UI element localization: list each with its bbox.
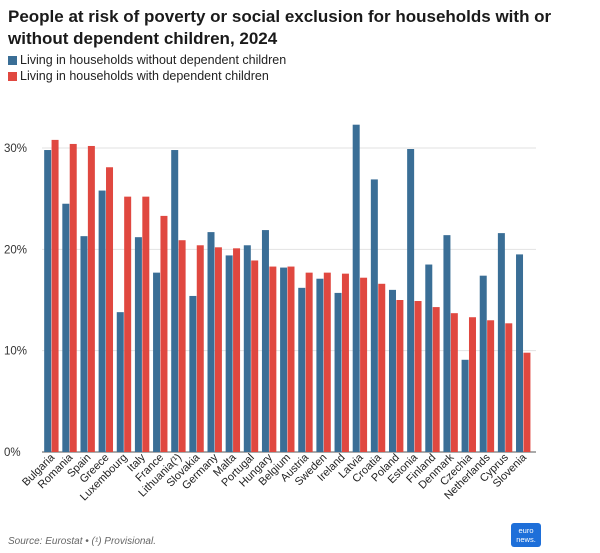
bar-with-children	[487, 320, 495, 452]
bar-without-children	[298, 287, 306, 452]
bar-with-children	[124, 196, 132, 452]
bar-without-children	[261, 230, 269, 452]
bar-without-children	[461, 359, 469, 452]
bar-with-children	[69, 143, 77, 453]
legend-label-with-children: Living in households with dependent chil…	[20, 69, 269, 83]
bar-with-children	[233, 248, 241, 452]
source-note: Source: Eurostat • (¹) Provisional.	[8, 536, 156, 547]
bar-with-children	[505, 323, 513, 452]
bar-with-children	[106, 167, 114, 452]
bar-without-children	[334, 292, 342, 452]
y-tick-label: 10%	[4, 346, 27, 358]
legend-item-without-children: Living in households without dependent c…	[8, 52, 286, 68]
bar-with-children	[450, 313, 458, 452]
bar-with-children	[305, 272, 313, 452]
euronews-logo: euro news.	[511, 523, 541, 547]
bar-with-children	[396, 300, 404, 452]
chart-legend: Living in households without dependent c…	[8, 52, 286, 84]
y-tick-label: 0%	[4, 447, 21, 459]
bar-without-children	[407, 149, 415, 452]
bar-without-children	[134, 237, 142, 452]
legend-swatch-with-children	[8, 71, 17, 81]
bar-with-children	[341, 273, 349, 452]
logo-line-1: euro	[518, 526, 534, 535]
bar-with-children	[360, 277, 368, 452]
bar-with-children	[414, 301, 422, 452]
y-tick-label: 30%	[4, 143, 27, 155]
bar-without-children	[171, 150, 179, 452]
bar-without-children	[370, 179, 378, 452]
bar-with-children	[432, 307, 440, 452]
bar-without-children	[516, 254, 524, 452]
bar-with-children	[178, 240, 186, 452]
bar-without-children	[225, 255, 233, 452]
bar-with-children	[142, 196, 150, 452]
bar-without-children	[243, 245, 251, 452]
bar-with-children	[378, 283, 386, 452]
bar-with-children	[160, 215, 168, 452]
bar-with-children	[523, 352, 531, 452]
bar-without-children	[44, 150, 52, 452]
bar-with-children	[468, 317, 476, 452]
legend-item-with-children: Living in households with dependent chil…	[8, 68, 286, 84]
bar-without-children	[425, 264, 433, 452]
bar-with-children	[323, 272, 331, 452]
bar-without-children	[352, 124, 360, 453]
bar-without-children	[98, 190, 106, 452]
bar-without-children	[280, 267, 288, 452]
bar-without-children	[189, 295, 197, 452]
y-tick-label: 20%	[4, 244, 27, 256]
bar-without-children	[153, 272, 161, 452]
bar-without-children	[80, 236, 88, 452]
bar-with-children	[196, 245, 204, 452]
logo-line-2: news.	[516, 535, 536, 544]
bar-without-children	[497, 233, 505, 452]
bar-without-children	[207, 232, 215, 452]
bar-with-children	[87, 145, 95, 452]
bar-without-children	[62, 203, 70, 452]
bar-without-children	[388, 289, 396, 452]
bar-with-children	[214, 247, 222, 452]
bar-with-children	[287, 266, 295, 452]
bar-without-children	[443, 235, 451, 452]
legend-label-without-children: Living in households without dependent c…	[20, 53, 287, 67]
legend-swatch-without-children	[8, 55, 17, 65]
bar-with-children	[51, 139, 59, 453]
bar-without-children	[479, 275, 487, 452]
bar-without-children	[316, 278, 324, 452]
bar-without-children	[116, 312, 124, 452]
bar-with-children	[251, 260, 259, 452]
bar-with-children	[269, 266, 277, 452]
chart-title: People at risk of poverty or social excl…	[8, 7, 552, 48]
